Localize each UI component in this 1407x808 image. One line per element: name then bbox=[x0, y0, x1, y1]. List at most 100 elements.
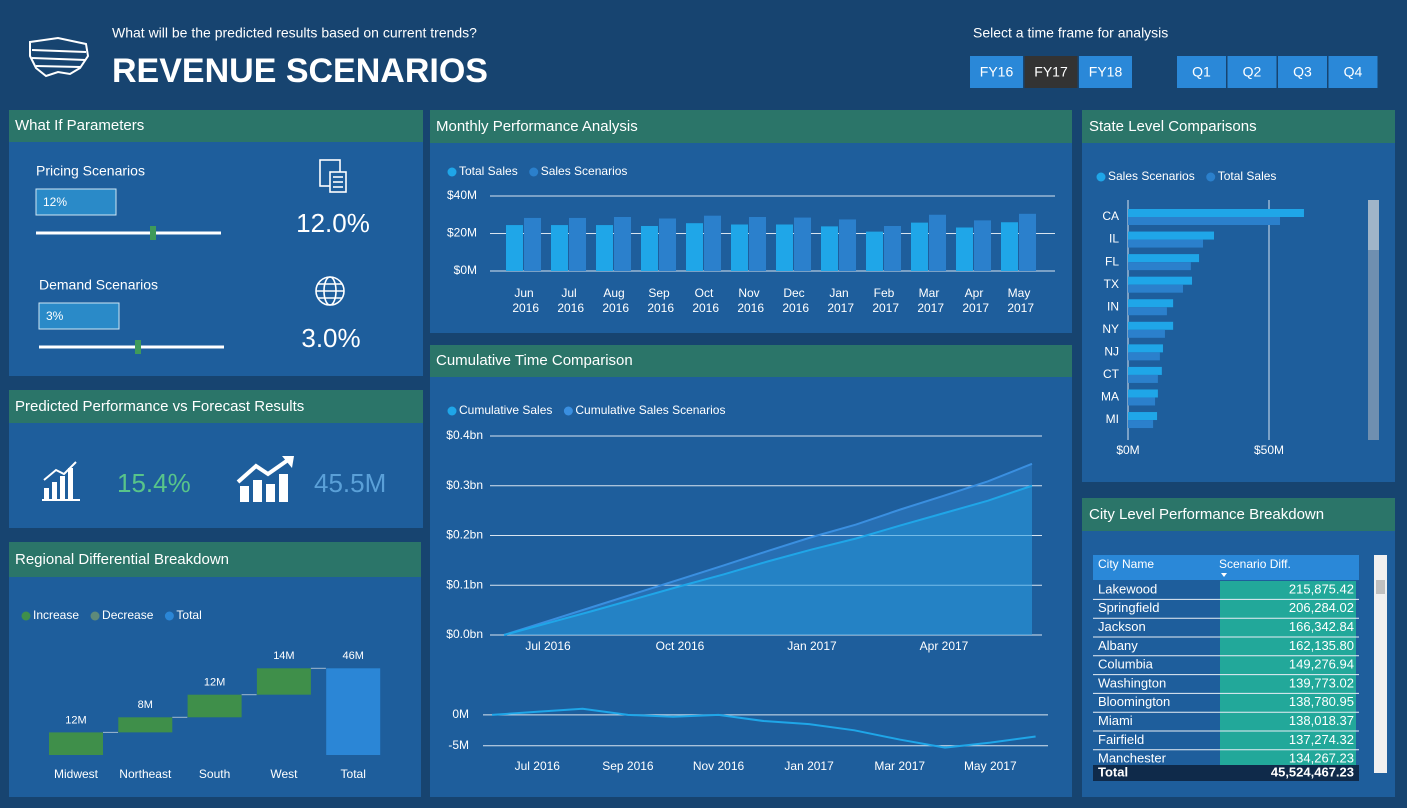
x-tick-label: Mar 2017 bbox=[874, 759, 925, 773]
panel-header bbox=[9, 110, 423, 142]
y-tick-label: MA bbox=[1101, 390, 1119, 404]
waterfall-bar bbox=[187, 694, 242, 718]
quarter-button[interactable] bbox=[1177, 56, 1226, 88]
scrollbar[interactable] bbox=[1374, 555, 1387, 773]
bar bbox=[974, 220, 991, 271]
legend-marker bbox=[447, 406, 457, 416]
quarter-button[interactable] bbox=[1328, 56, 1378, 88]
bar bbox=[506, 225, 523, 271]
panel-title: Monthly Performance Analysis bbox=[436, 118, 638, 135]
x-tick-label: Midwest bbox=[54, 767, 99, 781]
data-label: 12M bbox=[65, 714, 86, 726]
y-tick-label: $0.2bn bbox=[446, 528, 483, 542]
scenario-diff: 134,267.23 bbox=[1289, 751, 1354, 766]
bar bbox=[1128, 389, 1158, 398]
legend-label: Sales Scenarios bbox=[541, 164, 628, 178]
timeframe-label: Select a time frame for analysis bbox=[973, 25, 1168, 41]
x-tick-label: May 2017 bbox=[1004, 286, 1034, 315]
x-tick-label: West bbox=[270, 767, 298, 781]
quarter-button-label[interactable]: Q2 bbox=[1243, 64, 1262, 80]
x-tick-label: Apr 2017 bbox=[920, 639, 969, 653]
trend-icon bbox=[236, 456, 294, 502]
x-tick-label: Jan 2017 bbox=[784, 759, 834, 773]
scrollbar[interactable] bbox=[1368, 200, 1379, 440]
x-tick-label: Jan 2017 bbox=[787, 639, 837, 653]
y-tick-label: $20M bbox=[447, 226, 477, 240]
slider-handle[interactable] bbox=[150, 226, 156, 240]
bar bbox=[1128, 366, 1162, 375]
scroll-thumb[interactable] bbox=[1376, 580, 1385, 594]
panel-header bbox=[1082, 498, 1395, 531]
scenario-diff: 139,773.02 bbox=[1289, 675, 1354, 690]
column-header[interactable]: City Name bbox=[1098, 557, 1154, 571]
y-tick-label: $0.4bn bbox=[446, 428, 483, 442]
legend-label: Total Sales bbox=[459, 164, 518, 178]
panel-title: Regional Differential Breakdown bbox=[15, 551, 229, 568]
y-tick-label: MI bbox=[1106, 412, 1119, 426]
scroll-thumb[interactable] bbox=[1368, 200, 1379, 250]
panel-header bbox=[1082, 110, 1395, 143]
bar bbox=[1128, 397, 1156, 406]
bar bbox=[1128, 262, 1191, 271]
column-header[interactable]: Scenario Diff. bbox=[1219, 557, 1291, 571]
quarter-button-label[interactable]: Q1 bbox=[1192, 64, 1211, 80]
fy-button-label[interactable]: FY16 bbox=[980, 64, 1014, 80]
city-name: Jackson bbox=[1098, 619, 1146, 634]
bar bbox=[524, 217, 541, 271]
panel-header bbox=[430, 345, 1072, 377]
quarter-button[interactable] bbox=[1227, 56, 1277, 88]
fy-button-label[interactable]: FY17 bbox=[1034, 64, 1068, 80]
x-tick-label: Nov 2016 bbox=[734, 286, 764, 315]
bar bbox=[1128, 374, 1158, 383]
city-name: Fairfield bbox=[1098, 732, 1144, 747]
panel-header bbox=[9, 390, 423, 423]
slider-handle[interactable] bbox=[135, 340, 141, 354]
fy-button[interactable] bbox=[970, 56, 1023, 88]
scenario-diff: 215,875.42 bbox=[1289, 581, 1354, 596]
waterfall-bar bbox=[256, 668, 311, 695]
bar bbox=[866, 231, 883, 271]
bar bbox=[1128, 209, 1304, 217]
x-tick-label: Jan 2017 bbox=[824, 286, 854, 315]
data-bar-column bbox=[1220, 581, 1356, 765]
y-tick-label: CA bbox=[1102, 209, 1119, 223]
bar bbox=[1128, 420, 1154, 429]
quarter-button-label[interactable]: Q4 bbox=[1344, 64, 1363, 80]
param-input[interactable] bbox=[35, 188, 117, 216]
x-tick-label: Feb 2017 bbox=[869, 286, 899, 315]
fy-button[interactable] bbox=[1024, 56, 1078, 88]
scenario-diff: 149,276.94 bbox=[1289, 657, 1354, 672]
bar bbox=[1128, 217, 1280, 225]
legend-label: Decrease bbox=[102, 608, 154, 622]
bar bbox=[1128, 329, 1165, 338]
quarter-button[interactable] bbox=[1278, 56, 1327, 88]
kpi-difference: 45.5M bbox=[314, 468, 386, 498]
y-tick-label: TX bbox=[1104, 277, 1119, 291]
y-tick-label: -5M bbox=[448, 738, 469, 752]
param-label: Demand Scenarios bbox=[39, 277, 158, 293]
y-tick-label: 0M bbox=[452, 707, 469, 721]
x-tick-label: Northeast bbox=[119, 767, 172, 781]
bar bbox=[731, 224, 748, 271]
waterfall-bar bbox=[49, 732, 103, 755]
fy-button[interactable] bbox=[1079, 56, 1132, 88]
x-tick-label: May 2017 bbox=[964, 759, 1017, 773]
legend-label: Total Sales bbox=[1218, 169, 1277, 183]
legend-label: Sales Scenarios bbox=[1108, 169, 1195, 183]
total-label: Total bbox=[1098, 764, 1128, 779]
kpi-growth: 15.4% bbox=[117, 468, 191, 498]
panel-title: Cumulative Time Comparison bbox=[436, 352, 633, 369]
param-result: 12.0% bbox=[296, 208, 370, 238]
x-tick-label: Jul 2016 bbox=[515, 759, 561, 773]
y-tick-label: $0M bbox=[454, 263, 477, 277]
quarter-button-label[interactable]: Q3 bbox=[1293, 64, 1312, 80]
param-input[interactable] bbox=[38, 302, 120, 330]
bar bbox=[839, 219, 856, 271]
panel bbox=[430, 345, 1072, 797]
x-tick-label: Nov 2016 bbox=[693, 759, 745, 773]
y-tick-label: $0.1bn bbox=[446, 577, 483, 591]
data-label: 8M bbox=[138, 699, 153, 711]
fy-button-label[interactable]: FY18 bbox=[1089, 64, 1123, 80]
x-tick-label: Oct 2016 bbox=[689, 286, 719, 315]
